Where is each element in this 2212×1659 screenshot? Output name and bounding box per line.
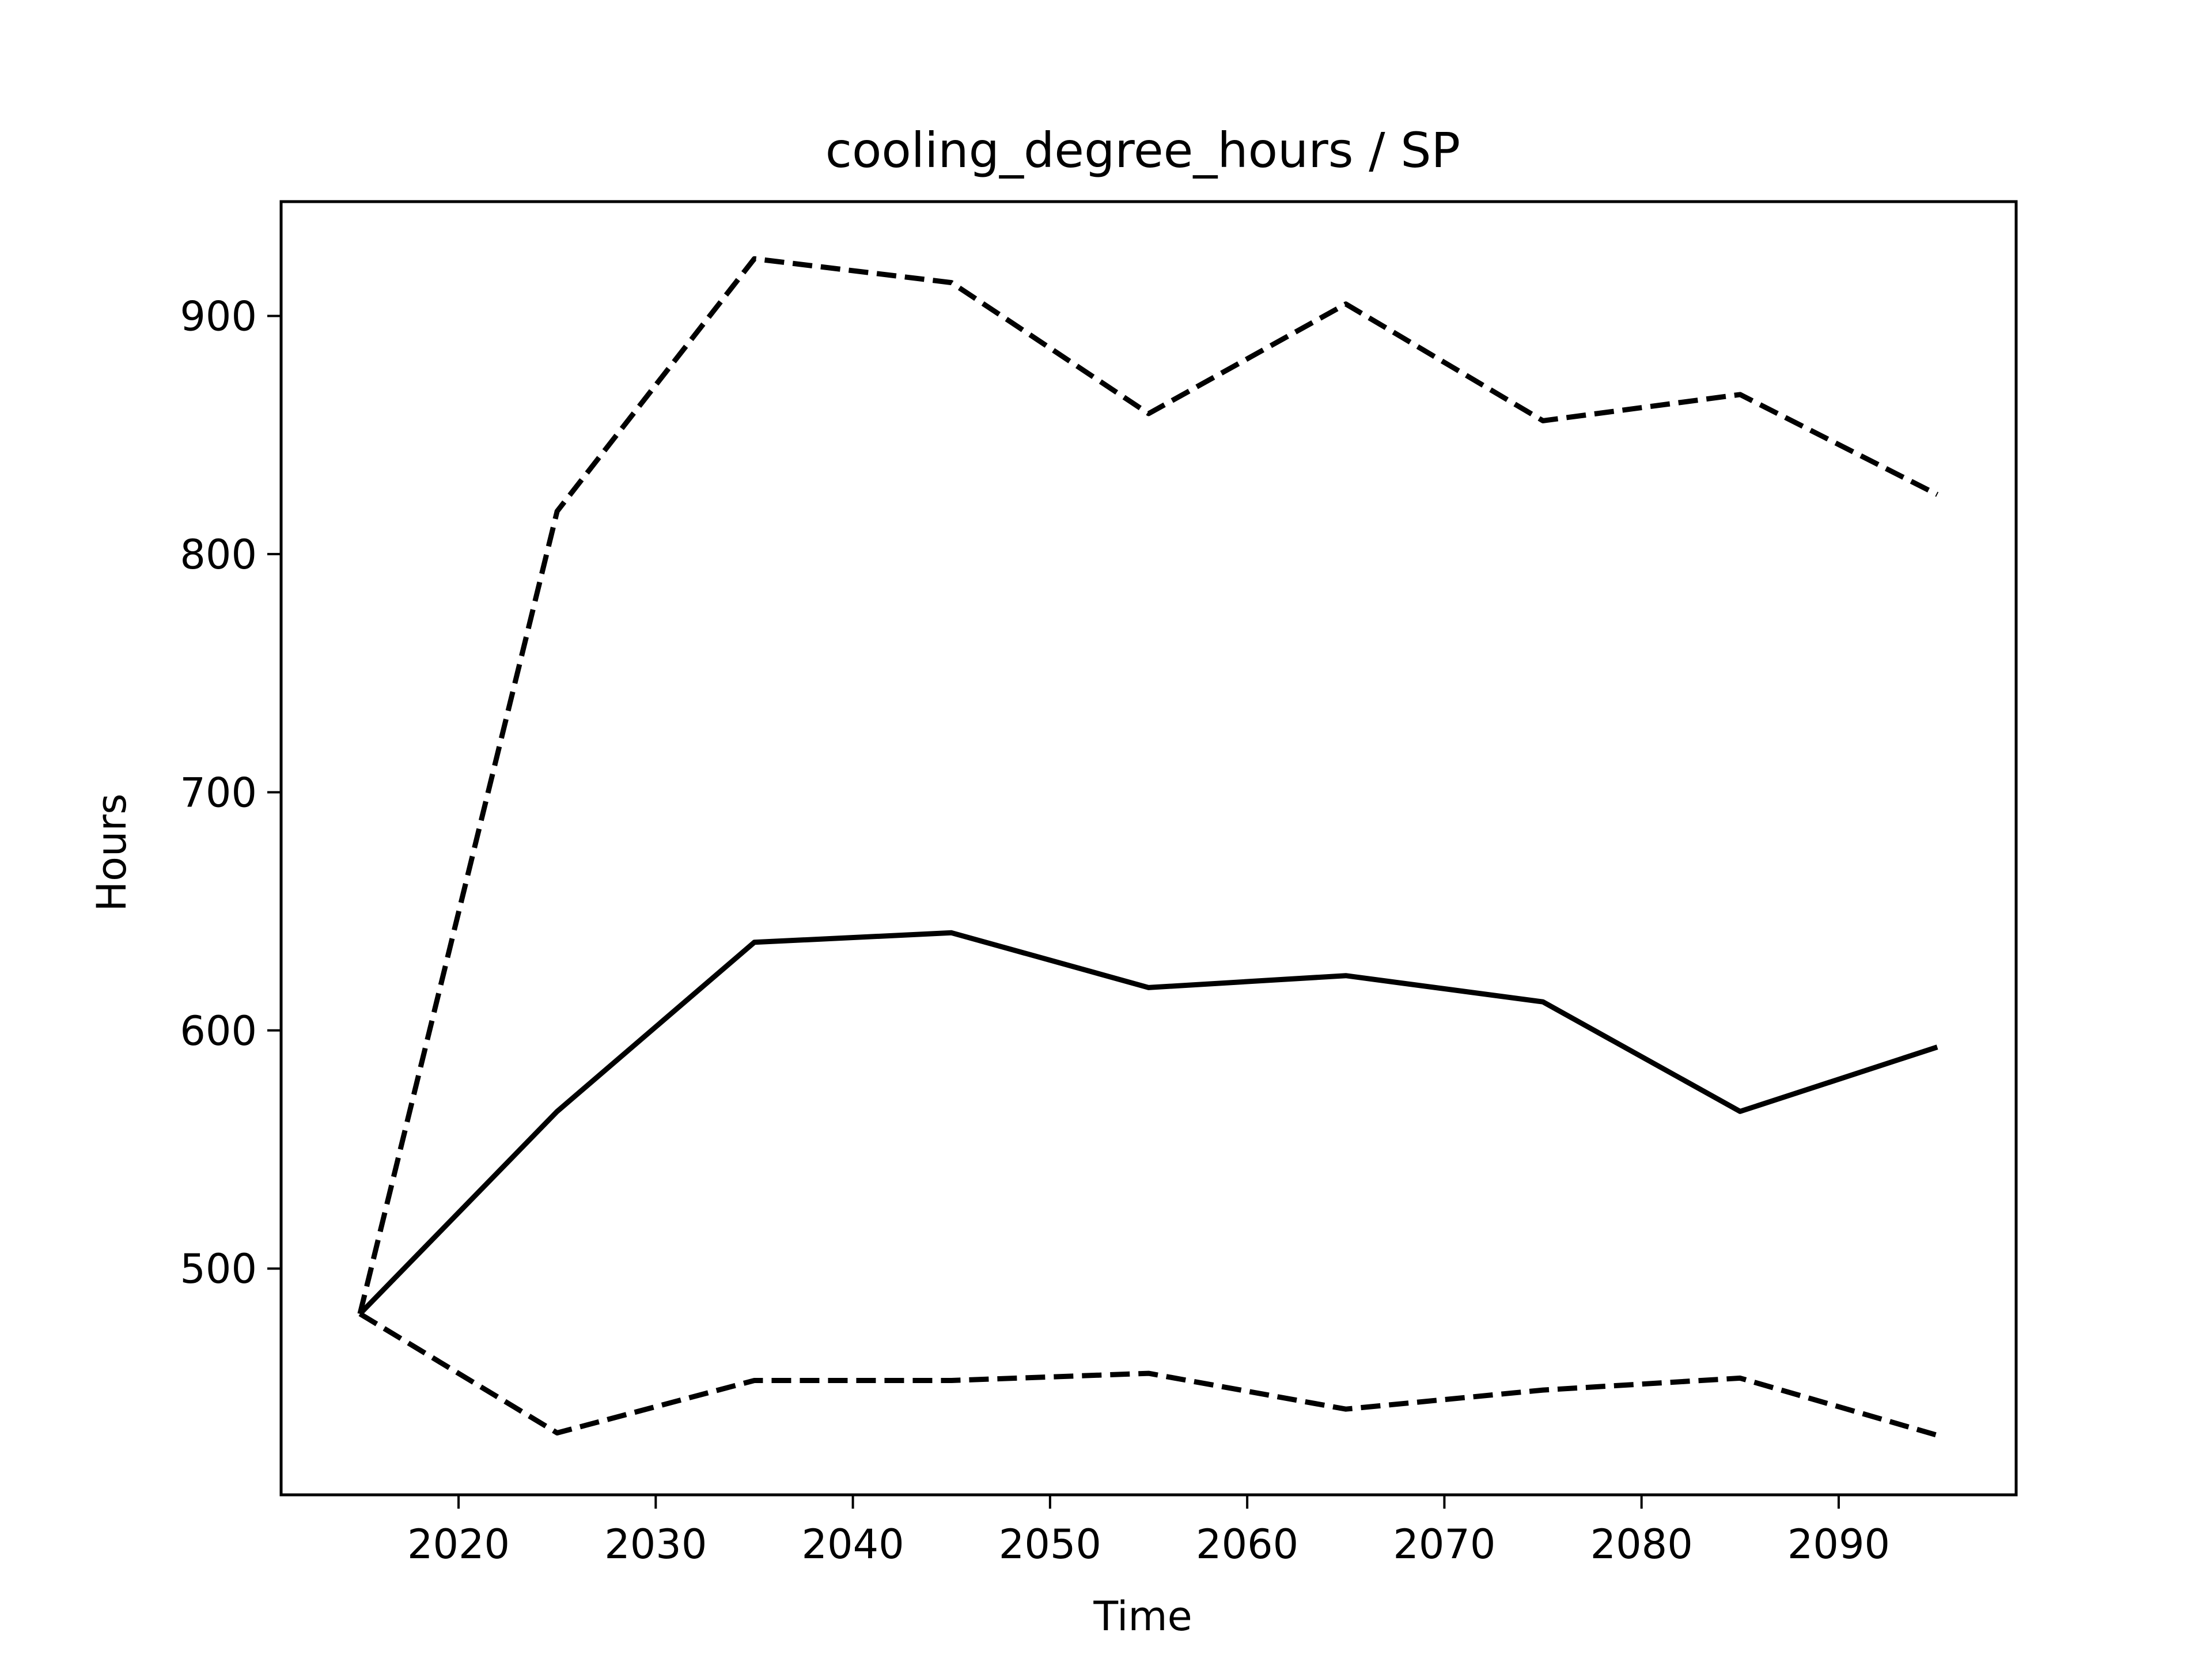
chart-title: cooling_degree_hours / SP (825, 122, 1460, 179)
x-tick-label: 2060 (1196, 1521, 1298, 1568)
x-tick-label: 2080 (1590, 1521, 1693, 1568)
x-tick-label: 2020 (407, 1521, 510, 1568)
y-tick-label: 700 (180, 769, 257, 816)
series-line-3 (358, 1311, 1938, 1438)
y-axis-title: Hours (88, 793, 135, 911)
y-tick-label: 800 (180, 531, 257, 578)
x-tick-label: 2070 (1393, 1521, 1495, 1568)
x-axis-title: Time (1093, 1593, 1192, 1640)
x-axis: 2020 2030 2040 2050 2060 2070 2080 2090 (407, 1495, 1890, 1568)
x-tick-label: 2050 (999, 1521, 1101, 1568)
x-tick-label: 2040 (802, 1521, 904, 1568)
series-line-1 (358, 930, 1938, 1316)
plot-frame (279, 200, 2018, 1497)
y-axis: 500 600 700 800 900 (180, 293, 281, 1293)
x-tick-label: 2030 (604, 1521, 707, 1568)
x-tick-label: 2090 (1787, 1521, 1890, 1568)
y-tick-label: 600 (180, 1007, 257, 1055)
series-line-2 (357, 256, 1939, 1315)
series-layer (357, 256, 1939, 1438)
y-tick-label: 500 (180, 1245, 257, 1293)
y-tick-label: 900 (180, 293, 257, 340)
